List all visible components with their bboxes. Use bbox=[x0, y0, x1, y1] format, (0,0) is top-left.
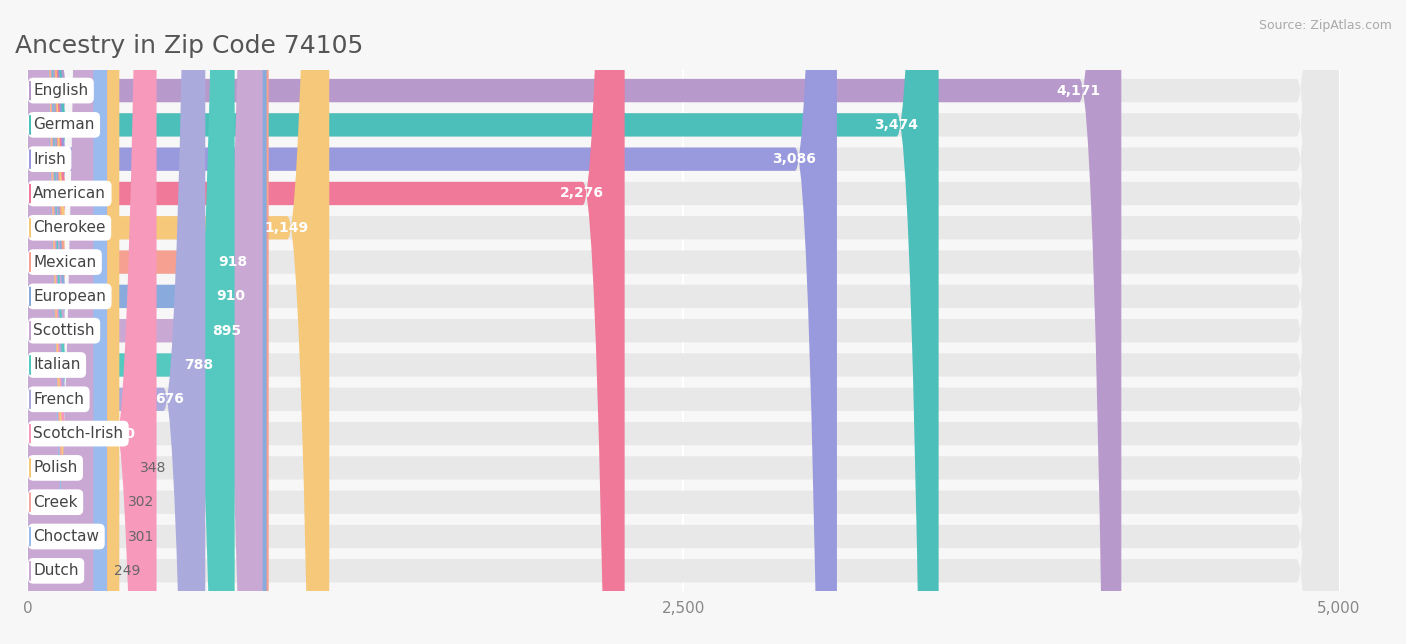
Text: Scottish: Scottish bbox=[34, 323, 94, 338]
FancyBboxPatch shape bbox=[28, 0, 107, 644]
FancyBboxPatch shape bbox=[28, 348, 1339, 382]
Text: 3,474: 3,474 bbox=[873, 118, 918, 132]
Text: 788: 788 bbox=[184, 358, 214, 372]
FancyBboxPatch shape bbox=[28, 0, 1339, 644]
FancyBboxPatch shape bbox=[28, 519, 1339, 554]
FancyBboxPatch shape bbox=[28, 0, 267, 644]
Text: English: English bbox=[34, 83, 89, 98]
FancyBboxPatch shape bbox=[28, 382, 1339, 417]
FancyBboxPatch shape bbox=[28, 0, 1339, 644]
Text: 3,086: 3,086 bbox=[772, 152, 815, 166]
Text: 249: 249 bbox=[114, 564, 141, 578]
FancyBboxPatch shape bbox=[28, 0, 1339, 644]
Text: German: German bbox=[34, 117, 94, 133]
FancyBboxPatch shape bbox=[28, 0, 1122, 644]
FancyBboxPatch shape bbox=[28, 0, 1339, 644]
Text: Source: ZipAtlas.com: Source: ZipAtlas.com bbox=[1258, 19, 1392, 32]
FancyBboxPatch shape bbox=[28, 0, 1339, 644]
FancyBboxPatch shape bbox=[28, 0, 1339, 644]
FancyBboxPatch shape bbox=[28, 108, 1339, 142]
Text: 4,171: 4,171 bbox=[1056, 84, 1101, 98]
FancyBboxPatch shape bbox=[28, 279, 1339, 314]
Text: French: French bbox=[34, 392, 84, 407]
FancyBboxPatch shape bbox=[28, 142, 1339, 176]
Text: Polish: Polish bbox=[34, 460, 77, 475]
FancyBboxPatch shape bbox=[28, 0, 1339, 644]
Text: American: American bbox=[34, 186, 107, 201]
FancyBboxPatch shape bbox=[28, 0, 235, 644]
Text: Cherokee: Cherokee bbox=[34, 220, 105, 235]
Text: Creek: Creek bbox=[34, 495, 77, 509]
FancyBboxPatch shape bbox=[28, 554, 1339, 588]
FancyBboxPatch shape bbox=[28, 0, 156, 644]
FancyBboxPatch shape bbox=[28, 0, 1339, 644]
Text: Choctaw: Choctaw bbox=[34, 529, 100, 544]
FancyBboxPatch shape bbox=[28, 0, 269, 644]
Text: 918: 918 bbox=[218, 255, 247, 269]
Text: Scotch-Irish: Scotch-Irish bbox=[34, 426, 124, 441]
Text: Ancestry in Zip Code 74105: Ancestry in Zip Code 74105 bbox=[15, 34, 363, 59]
FancyBboxPatch shape bbox=[28, 0, 1339, 644]
FancyBboxPatch shape bbox=[28, 417, 1339, 451]
Text: Italian: Italian bbox=[34, 357, 80, 372]
Text: Dutch: Dutch bbox=[34, 564, 79, 578]
FancyBboxPatch shape bbox=[28, 0, 205, 644]
FancyBboxPatch shape bbox=[28, 0, 624, 644]
Text: 895: 895 bbox=[212, 324, 242, 337]
Text: 490: 490 bbox=[107, 426, 135, 440]
FancyBboxPatch shape bbox=[28, 245, 1339, 279]
FancyBboxPatch shape bbox=[28, 0, 1339, 644]
FancyBboxPatch shape bbox=[28, 0, 1339, 644]
Text: Irish: Irish bbox=[34, 152, 66, 167]
Text: 301: 301 bbox=[128, 529, 155, 544]
FancyBboxPatch shape bbox=[28, 0, 1339, 644]
FancyBboxPatch shape bbox=[28, 0, 93, 644]
FancyBboxPatch shape bbox=[28, 0, 120, 644]
Text: 910: 910 bbox=[217, 289, 246, 303]
FancyBboxPatch shape bbox=[28, 211, 1339, 245]
FancyBboxPatch shape bbox=[28, 0, 329, 644]
FancyBboxPatch shape bbox=[28, 0, 1339, 644]
FancyBboxPatch shape bbox=[28, 451, 1339, 485]
Text: Mexican: Mexican bbox=[34, 254, 97, 270]
Text: 676: 676 bbox=[156, 392, 184, 406]
Text: 1,149: 1,149 bbox=[264, 221, 308, 235]
FancyBboxPatch shape bbox=[28, 314, 1339, 348]
Text: 302: 302 bbox=[128, 495, 155, 509]
FancyBboxPatch shape bbox=[28, 176, 1339, 211]
FancyBboxPatch shape bbox=[28, 0, 837, 644]
Text: 348: 348 bbox=[141, 461, 167, 475]
FancyBboxPatch shape bbox=[28, 485, 1339, 519]
FancyBboxPatch shape bbox=[28, 0, 1339, 644]
FancyBboxPatch shape bbox=[28, 0, 263, 644]
Text: European: European bbox=[34, 289, 107, 304]
Text: 2,276: 2,276 bbox=[560, 187, 603, 200]
FancyBboxPatch shape bbox=[28, 0, 1339, 644]
FancyBboxPatch shape bbox=[28, 0, 107, 644]
FancyBboxPatch shape bbox=[28, 73, 1339, 108]
FancyBboxPatch shape bbox=[28, 0, 939, 644]
